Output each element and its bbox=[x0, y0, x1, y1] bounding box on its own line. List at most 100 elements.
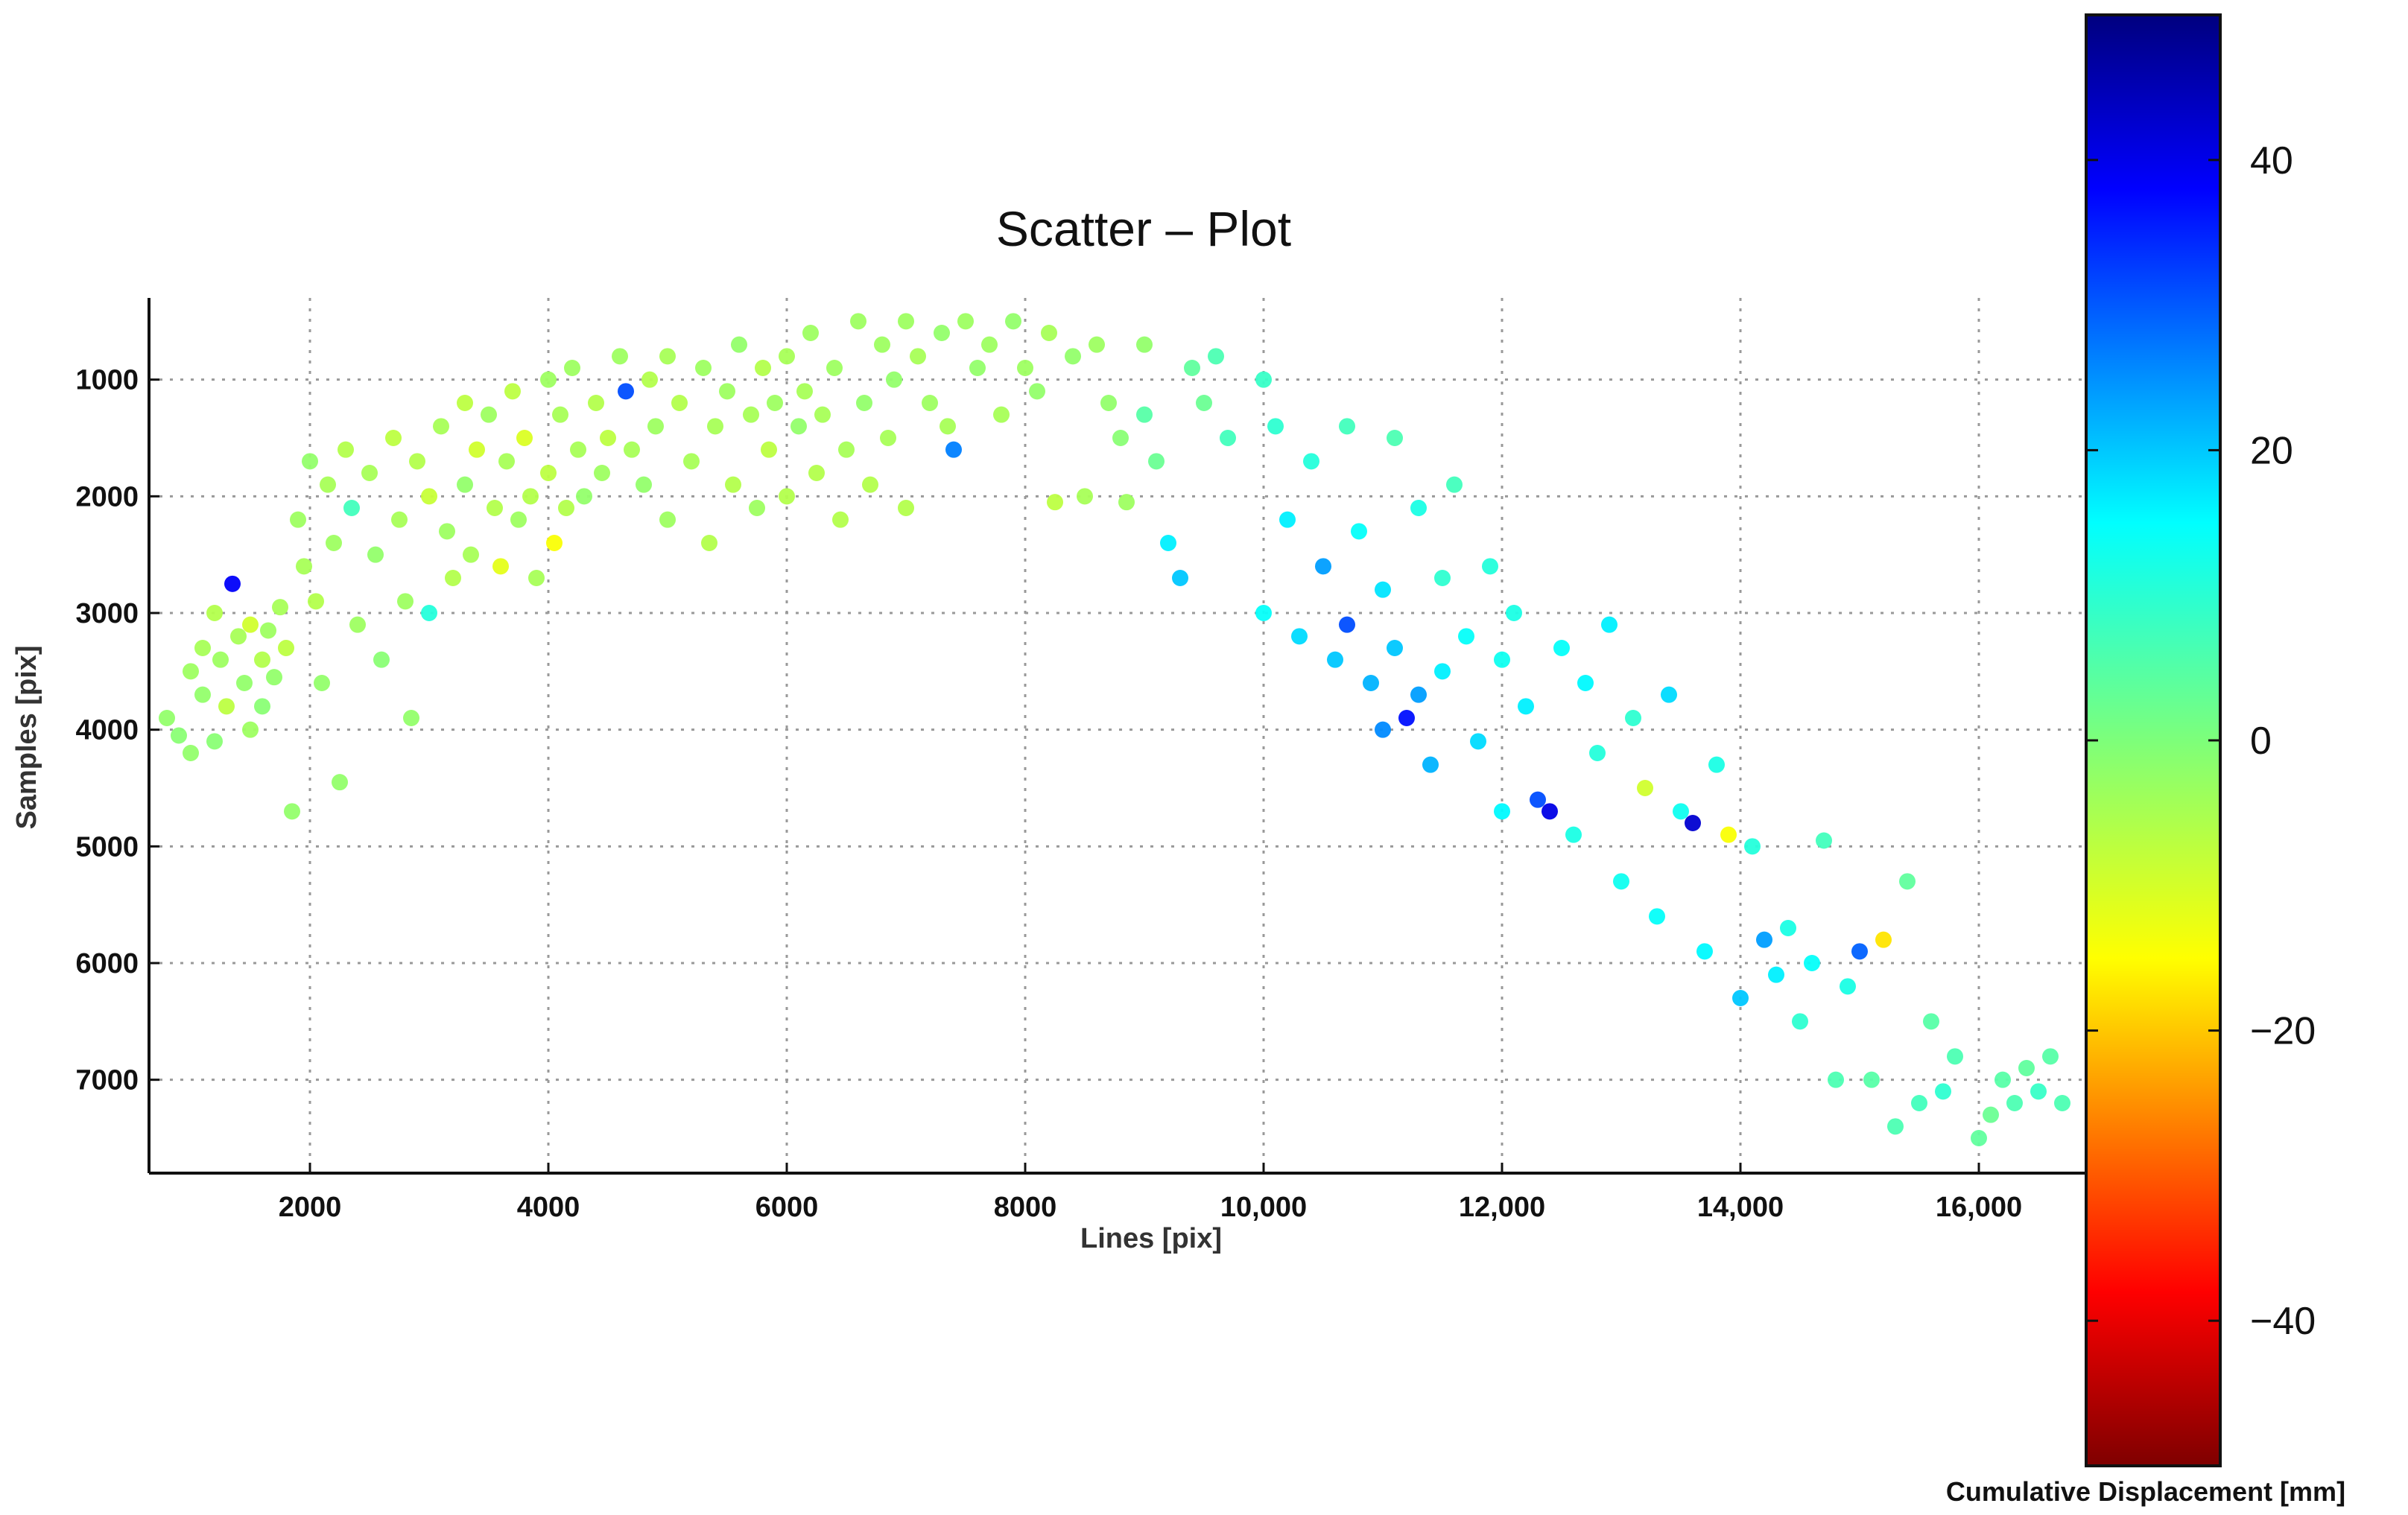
scatter-point bbox=[671, 395, 688, 411]
scatter-point bbox=[338, 441, 354, 458]
scatter-point bbox=[838, 441, 855, 458]
scatter-point bbox=[1530, 791, 1546, 808]
x-tick-label: 14,000 bbox=[1697, 1192, 1784, 1223]
x-tick-label: 2000 bbox=[279, 1192, 342, 1223]
scatter-point bbox=[421, 488, 437, 505]
scatter-point bbox=[2030, 1083, 2047, 1100]
scatter-point bbox=[1208, 348, 1224, 365]
scatter-point bbox=[284, 803, 300, 820]
scatter-point bbox=[242, 721, 259, 738]
scatter-point bbox=[1077, 488, 1093, 505]
scatter-point bbox=[1291, 628, 1308, 645]
scatter-point bbox=[594, 465, 610, 481]
x-tick-label: 10,000 bbox=[1220, 1192, 1307, 1223]
scatter-point bbox=[492, 558, 509, 575]
scatter-point bbox=[510, 511, 527, 528]
scatter-point bbox=[1935, 1083, 1951, 1100]
scatter-point bbox=[1041, 325, 1057, 341]
scatter-point bbox=[445, 570, 461, 586]
scatter-point bbox=[183, 745, 199, 761]
scatter-point bbox=[790, 418, 807, 435]
scatter-point bbox=[2054, 1095, 2070, 1111]
scatter-point bbox=[487, 500, 503, 516]
scatter-point bbox=[862, 476, 878, 493]
scatter-point bbox=[254, 651, 270, 668]
scatter-point bbox=[1434, 663, 1451, 680]
scatter-point bbox=[2018, 1060, 2035, 1076]
scatter-point bbox=[230, 628, 247, 645]
scatter-point bbox=[1553, 640, 1570, 656]
scatter-point bbox=[326, 535, 342, 551]
scatter-point bbox=[546, 535, 563, 551]
colorbar-tick-label: 0 bbox=[2250, 720, 2272, 763]
y-tick-label: 5000 bbox=[75, 831, 139, 863]
scatter-point bbox=[856, 395, 872, 411]
scatter-point bbox=[1744, 838, 1761, 855]
scatter-point bbox=[332, 774, 348, 791]
scatter-point bbox=[2042, 1048, 2059, 1065]
scatter-point bbox=[278, 640, 294, 656]
scatter-point bbox=[373, 651, 390, 668]
colorbar-tick-label: 20 bbox=[2250, 429, 2293, 472]
scatter-point bbox=[1387, 430, 1403, 446]
scatter-point bbox=[361, 465, 378, 481]
y-tick-label: 3000 bbox=[75, 598, 139, 629]
scatter-point bbox=[1601, 616, 1618, 633]
scatter-point bbox=[719, 383, 735, 400]
scatter-point bbox=[1422, 756, 1439, 773]
scatter-point bbox=[236, 675, 253, 691]
scatter-point bbox=[725, 476, 741, 493]
scatter-point bbox=[1804, 955, 1820, 971]
scatter-points bbox=[159, 313, 2070, 1146]
y-tick-label: 4000 bbox=[75, 715, 139, 746]
scatter-point bbox=[1220, 430, 1236, 446]
scatter-point bbox=[343, 500, 360, 516]
scatter-point bbox=[194, 686, 211, 703]
scatter-point bbox=[898, 500, 914, 516]
scatter-point bbox=[874, 336, 890, 353]
scatter-point bbox=[1279, 511, 1296, 528]
scatter-point bbox=[1828, 1071, 1844, 1088]
scatter-point bbox=[880, 430, 896, 446]
scatter-point bbox=[206, 733, 223, 750]
scatter-point bbox=[218, 698, 235, 715]
scatter-point bbox=[1446, 476, 1463, 493]
scatter-point bbox=[1542, 803, 1558, 820]
scatter-point bbox=[1089, 336, 1105, 353]
scatter-point bbox=[1160, 535, 1176, 551]
scatter-point bbox=[695, 360, 712, 376]
scatter-point bbox=[540, 371, 557, 388]
scatter-point bbox=[1577, 675, 1594, 691]
scatter-point bbox=[254, 698, 270, 715]
scatter-point bbox=[898, 313, 914, 330]
scatter-point bbox=[647, 418, 664, 435]
scatter-point bbox=[314, 675, 330, 691]
scatter-point bbox=[171, 727, 187, 744]
scatter-point bbox=[1315, 558, 1331, 575]
scatter-point bbox=[224, 575, 241, 592]
scatter-point bbox=[409, 453, 425, 470]
y-axis-label: Samples [pix] bbox=[11, 645, 42, 829]
scatter-point bbox=[1971, 1130, 1987, 1146]
colorbar-gradient bbox=[2085, 13, 2222, 1467]
x-tick-label: 6000 bbox=[755, 1192, 819, 1223]
scatter-point bbox=[1816, 832, 1832, 849]
scatter-point bbox=[1840, 978, 1856, 995]
scatter-point bbox=[1065, 348, 1081, 365]
scatter-point bbox=[481, 406, 497, 423]
scatter-point bbox=[1792, 1013, 1808, 1030]
scatter-point bbox=[940, 418, 956, 435]
scatter-point bbox=[1017, 360, 1033, 376]
scatter-point bbox=[1637, 780, 1653, 796]
scatter-point bbox=[570, 441, 586, 458]
colorbar-label: Cumulative Displacement [mm] bbox=[1946, 1476, 2345, 1507]
scatter-point bbox=[540, 465, 557, 481]
scatter-point bbox=[922, 395, 938, 411]
scatter-point bbox=[1172, 570, 1188, 586]
scatter-point bbox=[421, 605, 437, 621]
x-axis-label: Lines [pix] bbox=[1080, 1223, 1222, 1254]
scatter-point bbox=[212, 651, 229, 668]
scatter-point bbox=[1136, 336, 1153, 353]
scatter-point bbox=[522, 488, 539, 505]
